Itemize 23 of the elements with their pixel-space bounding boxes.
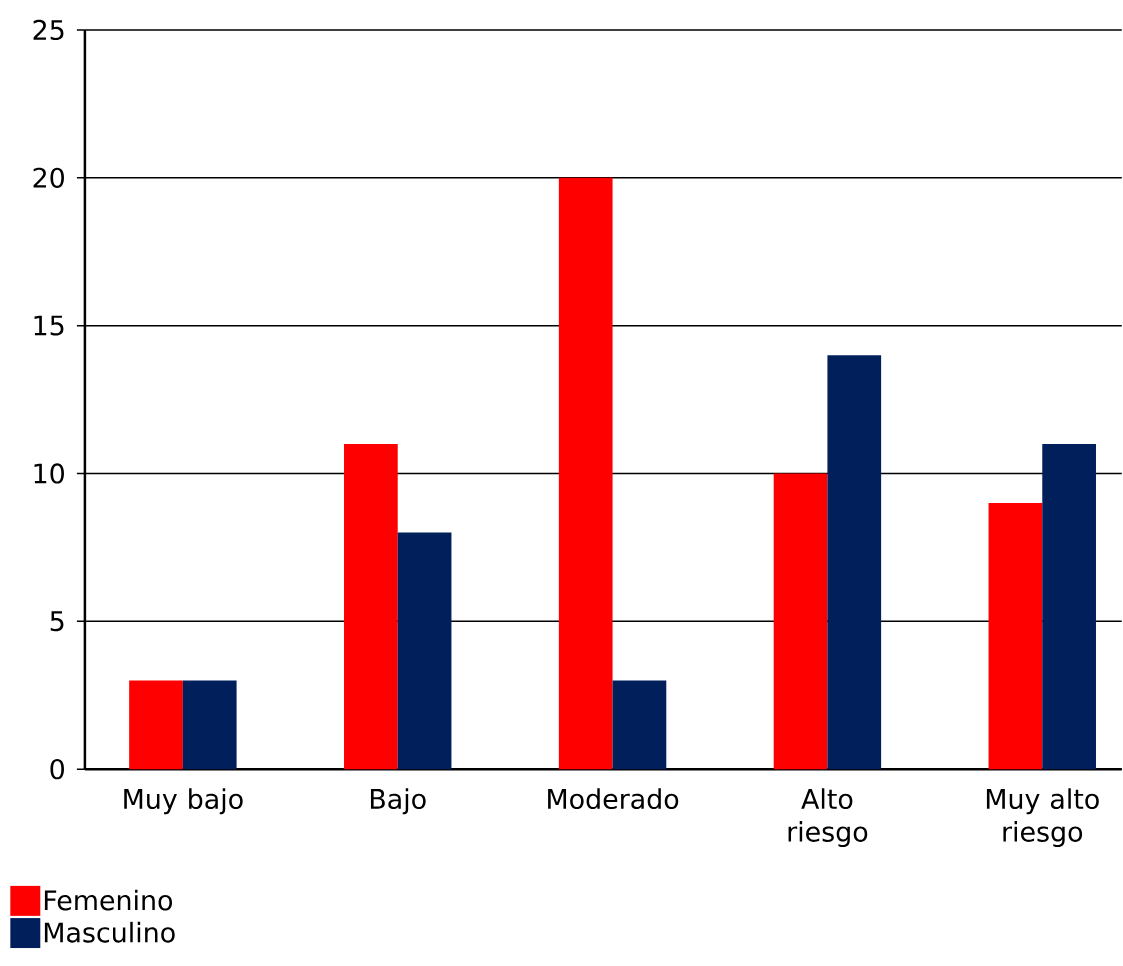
legend-label: Masculino (44, 921, 175, 943)
x-tick-label: Muy bajo (124, 788, 243, 815)
legend-label: Femenino (44, 889, 173, 911)
bar (558, 177, 613, 770)
bar (773, 473, 828, 770)
bar (827, 355, 882, 770)
y-tick-label: 5 (50, 611, 64, 632)
x-tick-label: Muy alto riesgo (986, 788, 1099, 848)
bar (182, 680, 237, 770)
y-tick-label: 15 (34, 315, 64, 336)
bar (397, 532, 452, 770)
x-tick-label: Bajo (370, 788, 426, 815)
bar (612, 680, 667, 770)
bar (1042, 443, 1096, 770)
y-tick-label: 25 (33, 19, 64, 41)
y-tick-label: 20 (33, 167, 64, 188)
bar (129, 680, 183, 770)
bar (344, 443, 398, 770)
y-tick-label: 0 (50, 759, 64, 780)
x-tick-label: Moderado (548, 788, 679, 810)
bar (988, 503, 1043, 770)
x-tick-label: Alto riesgo (788, 788, 868, 848)
y-tick-label: 10 (34, 463, 64, 484)
